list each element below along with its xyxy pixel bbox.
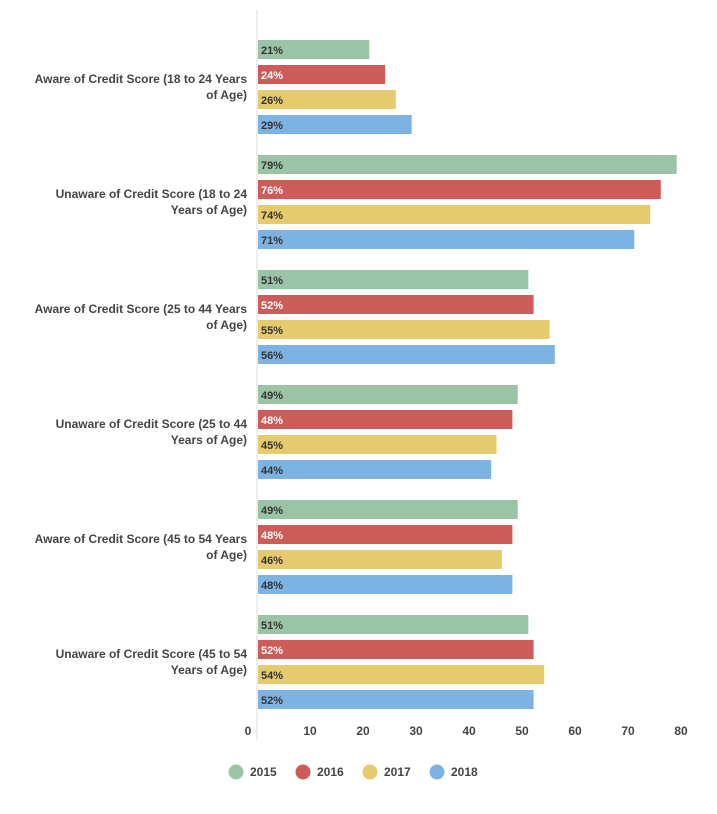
bar-2016 bbox=[258, 180, 661, 199]
legend-label: 2016 bbox=[317, 765, 344, 779]
bar-data-label: 48% bbox=[261, 415, 283, 427]
bar-2016 bbox=[258, 640, 534, 659]
bar-data-label: 49% bbox=[261, 390, 283, 402]
legend-swatch bbox=[228, 764, 244, 780]
bar-2017 bbox=[258, 665, 545, 684]
x-tick-label: 80 bbox=[674, 724, 688, 738]
bar-2017 bbox=[258, 435, 497, 454]
legend-item-2016[interactable]: 2016 bbox=[295, 764, 345, 780]
x-tick-label: 0 bbox=[245, 724, 252, 738]
bars: 21% 24% 26% 29% 79% 76% 74% 71% 51% 52% 55% 56% 49% 4… bbox=[258, 40, 677, 709]
bar-2017 bbox=[258, 90, 396, 109]
bar-data-label: 49% bbox=[261, 505, 283, 517]
x-axis: 0 10 20 30 40 50 60 70 80 bbox=[245, 10, 688, 740]
bar-2016 bbox=[258, 65, 386, 84]
x-tick-label: 40 bbox=[462, 724, 476, 738]
bar-data-label: 48% bbox=[261, 580, 283, 592]
legend-item-2017[interactable]: 2017 bbox=[362, 764, 412, 780]
bar-2017 bbox=[258, 550, 502, 569]
bar-2015 bbox=[258, 615, 529, 634]
legend-item-2018[interactable]: 2018 bbox=[429, 764, 479, 780]
bar-2018 bbox=[258, 690, 534, 709]
x-tick-label: 10 bbox=[303, 724, 317, 738]
category-label: Aware of Credit Score (25 to 44 Years of … bbox=[35, 302, 248, 332]
bar-data-label: 71% bbox=[261, 235, 283, 247]
category-label: Unaware of Credit Score (25 to 44 Years o… bbox=[56, 417, 248, 447]
bar-2015 bbox=[258, 500, 518, 519]
bar-data-label: 74% bbox=[261, 210, 283, 222]
bar-2015 bbox=[258, 40, 370, 59]
category-label: Unaware of Credit Score (45 to 54 Years o… bbox=[56, 647, 248, 677]
bar-data-label: 45% bbox=[261, 440, 283, 452]
bar-2015 bbox=[258, 385, 518, 404]
category-label: Aware of Credit Score (45 to 54 Years of … bbox=[35, 532, 248, 562]
legend-swatch bbox=[295, 764, 311, 780]
bar-data-label: 46% bbox=[261, 555, 283, 567]
bar-2017 bbox=[258, 320, 550, 339]
x-tick-label: 20 bbox=[356, 724, 370, 738]
bar-data-label: 52% bbox=[261, 645, 283, 657]
category-labels: Aware of Credit Score (18 to 24 Years of … bbox=[35, 72, 248, 677]
x-tick-label: 30 bbox=[409, 724, 423, 738]
legend-label: 2017 bbox=[384, 765, 411, 779]
bar-data-label: 24% bbox=[261, 70, 283, 82]
bar-data-label: 76% bbox=[261, 185, 283, 197]
bar-data-label: 26% bbox=[261, 95, 283, 107]
bar-data-label: 21% bbox=[261, 45, 283, 57]
x-tick-label: 60 bbox=[568, 724, 582, 738]
legend-label: 2018 bbox=[451, 765, 478, 779]
x-tick-label: 70 bbox=[621, 724, 635, 738]
category-label: Aware of Credit Score (18 to 24 Years of … bbox=[35, 72, 248, 102]
bar-2018 bbox=[258, 460, 492, 479]
x-tick-label: 50 bbox=[515, 724, 529, 738]
bar-data-label: 52% bbox=[261, 695, 283, 707]
bar-2016 bbox=[258, 410, 513, 429]
bar-data-label: 48% bbox=[261, 530, 283, 542]
bar-2018 bbox=[258, 230, 635, 249]
legend-swatch bbox=[429, 764, 445, 780]
bar-data-label: 55% bbox=[261, 325, 283, 337]
bar-2015 bbox=[258, 155, 677, 174]
category-label: Unaware of Credit Score (18 to 24 Years o… bbox=[56, 187, 248, 217]
bar-2015 bbox=[258, 270, 529, 289]
bar-data-label: 56% bbox=[261, 350, 283, 362]
bar-data-label: 79% bbox=[261, 160, 283, 172]
legend-label: 2015 bbox=[250, 765, 277, 779]
bar-2018 bbox=[258, 115, 412, 134]
bar-2017 bbox=[258, 205, 651, 224]
bar-data-label: 29% bbox=[261, 120, 283, 132]
bar-data-label: 44% bbox=[261, 465, 283, 477]
bar-2018 bbox=[258, 575, 513, 594]
bar-2016 bbox=[258, 295, 534, 314]
bar-2018 bbox=[258, 345, 555, 364]
legend-item-2015[interactable]: 2015 bbox=[228, 764, 278, 780]
bar-data-label: 51% bbox=[261, 620, 283, 632]
legend-swatch bbox=[362, 764, 378, 780]
bar-2016 bbox=[258, 525, 513, 544]
bar-data-label: 51% bbox=[261, 275, 283, 287]
legend: 2015 2016 2017 2018 bbox=[228, 764, 479, 780]
bar-data-label: 54% bbox=[261, 670, 283, 682]
bar-data-label: 52% bbox=[261, 300, 283, 312]
